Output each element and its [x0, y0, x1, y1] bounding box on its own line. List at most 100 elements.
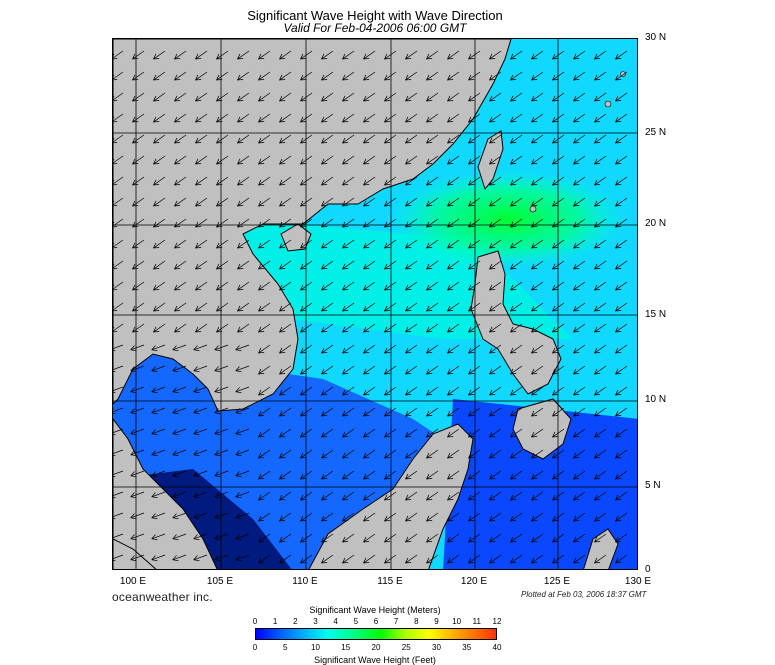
brand-logo-text: oceanweather inc. [112, 590, 213, 604]
wave-arrow [341, 239, 355, 249]
wave-arrow [593, 407, 607, 417]
wave-arrow [488, 155, 502, 165]
wave-arrow [530, 470, 544, 480]
wave-arrow [299, 386, 313, 396]
lon-label: 125 E [543, 576, 571, 587]
wave-arrow [278, 197, 292, 207]
wave-arrow [257, 155, 271, 165]
wave-arrow [425, 344, 439, 354]
wave-arrow [593, 197, 607, 207]
wave-arrow [257, 281, 271, 291]
wave-arrow [257, 92, 271, 102]
land-taiwan [477, 130, 504, 191]
wave-arrow [341, 92, 355, 102]
land-sumatra [113, 538, 157, 569]
wave-arrow [320, 260, 334, 270]
wave-arrow [404, 71, 418, 81]
wave-arrow [593, 491, 607, 501]
wave-arrow [341, 470, 355, 480]
wave-arrow [341, 428, 355, 438]
wave-arrow [194, 302, 208, 312]
wave-arrow [530, 407, 544, 417]
wave-arrow [467, 533, 481, 543]
wave-arrow [257, 470, 271, 480]
wave-arrow [235, 470, 250, 478]
wave-arrow [551, 491, 565, 501]
wave-arrow [488, 323, 502, 333]
wave-arrow [214, 554, 229, 562]
wave-arrow [194, 281, 208, 291]
wave-arrow [446, 533, 460, 543]
legend-tick: 0 [252, 643, 258, 652]
wave-arrow [320, 113, 334, 123]
wave-arrow [425, 260, 439, 270]
wave-arrow [467, 176, 481, 186]
wave-arrow [299, 218, 313, 228]
wave-arrow [257, 449, 271, 459]
wave-arrow [614, 470, 628, 480]
wave-arrow [193, 344, 208, 352]
wave-arrow [446, 260, 460, 270]
wave-arrow [614, 344, 628, 354]
wave-arrow [551, 386, 565, 396]
wave-arrow [320, 365, 334, 375]
wave-arrow [362, 92, 376, 102]
wave-arrow [404, 218, 418, 228]
wave-arrow [467, 470, 481, 480]
wave-arrow [593, 344, 607, 354]
legend-tick: 0 [252, 617, 258, 626]
wave-arrow [530, 512, 544, 522]
wave-arrow [152, 50, 166, 60]
wave-arrow [193, 554, 208, 562]
legend-tick: 7 [393, 617, 399, 626]
wave-arrow [235, 407, 250, 415]
wave-arrow [488, 428, 502, 438]
wave-arrow [383, 512, 397, 522]
wave-arrow [257, 113, 271, 123]
lon-label: 120 E [460, 576, 488, 587]
wave-arrow [614, 50, 628, 60]
wave-arrow [278, 134, 292, 144]
wave-arrow [425, 470, 439, 480]
wave-arrow [130, 449, 145, 457]
wave-arrow [172, 512, 187, 520]
wave-arrow [172, 344, 187, 352]
wave-arrow [341, 323, 355, 333]
wave-arrow [257, 365, 271, 375]
wave-arrow [530, 155, 544, 165]
wave-arrow [278, 50, 292, 60]
wave-arrow [551, 512, 565, 522]
wave-arrow [488, 533, 502, 543]
wave-arrow [572, 134, 586, 144]
wave-arrow [404, 134, 418, 144]
wave-arrow [299, 155, 313, 165]
wave-arrow [593, 113, 607, 123]
wave-arrow [257, 428, 271, 438]
wave-arrow [152, 218, 166, 228]
wave-arrow [551, 281, 565, 291]
wave-arrow [530, 113, 544, 123]
wave-arrow [530, 239, 544, 249]
wave-arrow [151, 449, 166, 457]
wave-arrow [572, 386, 586, 396]
wave-arrow [341, 134, 355, 144]
wave-arrow [299, 533, 313, 543]
wave-arrow [425, 134, 439, 144]
wave-arrow [362, 449, 376, 459]
wave-arrow [278, 512, 292, 522]
wave-arrow [530, 176, 544, 186]
wave-arrow [446, 239, 460, 249]
wave-arrow [173, 50, 187, 60]
wave-arrow [320, 302, 334, 312]
wave-arrow [299, 281, 313, 291]
wave-arrow [425, 512, 439, 522]
wave-arrow [193, 512, 208, 520]
wave-arrow [341, 260, 355, 270]
wave-arrow [593, 386, 607, 396]
wave-arrow [614, 323, 628, 333]
wave-arrow [278, 260, 292, 270]
wave-arrow [341, 386, 355, 396]
wave-arrow [383, 533, 397, 543]
wave-arrow [509, 50, 523, 60]
wave-arrow [551, 134, 565, 144]
